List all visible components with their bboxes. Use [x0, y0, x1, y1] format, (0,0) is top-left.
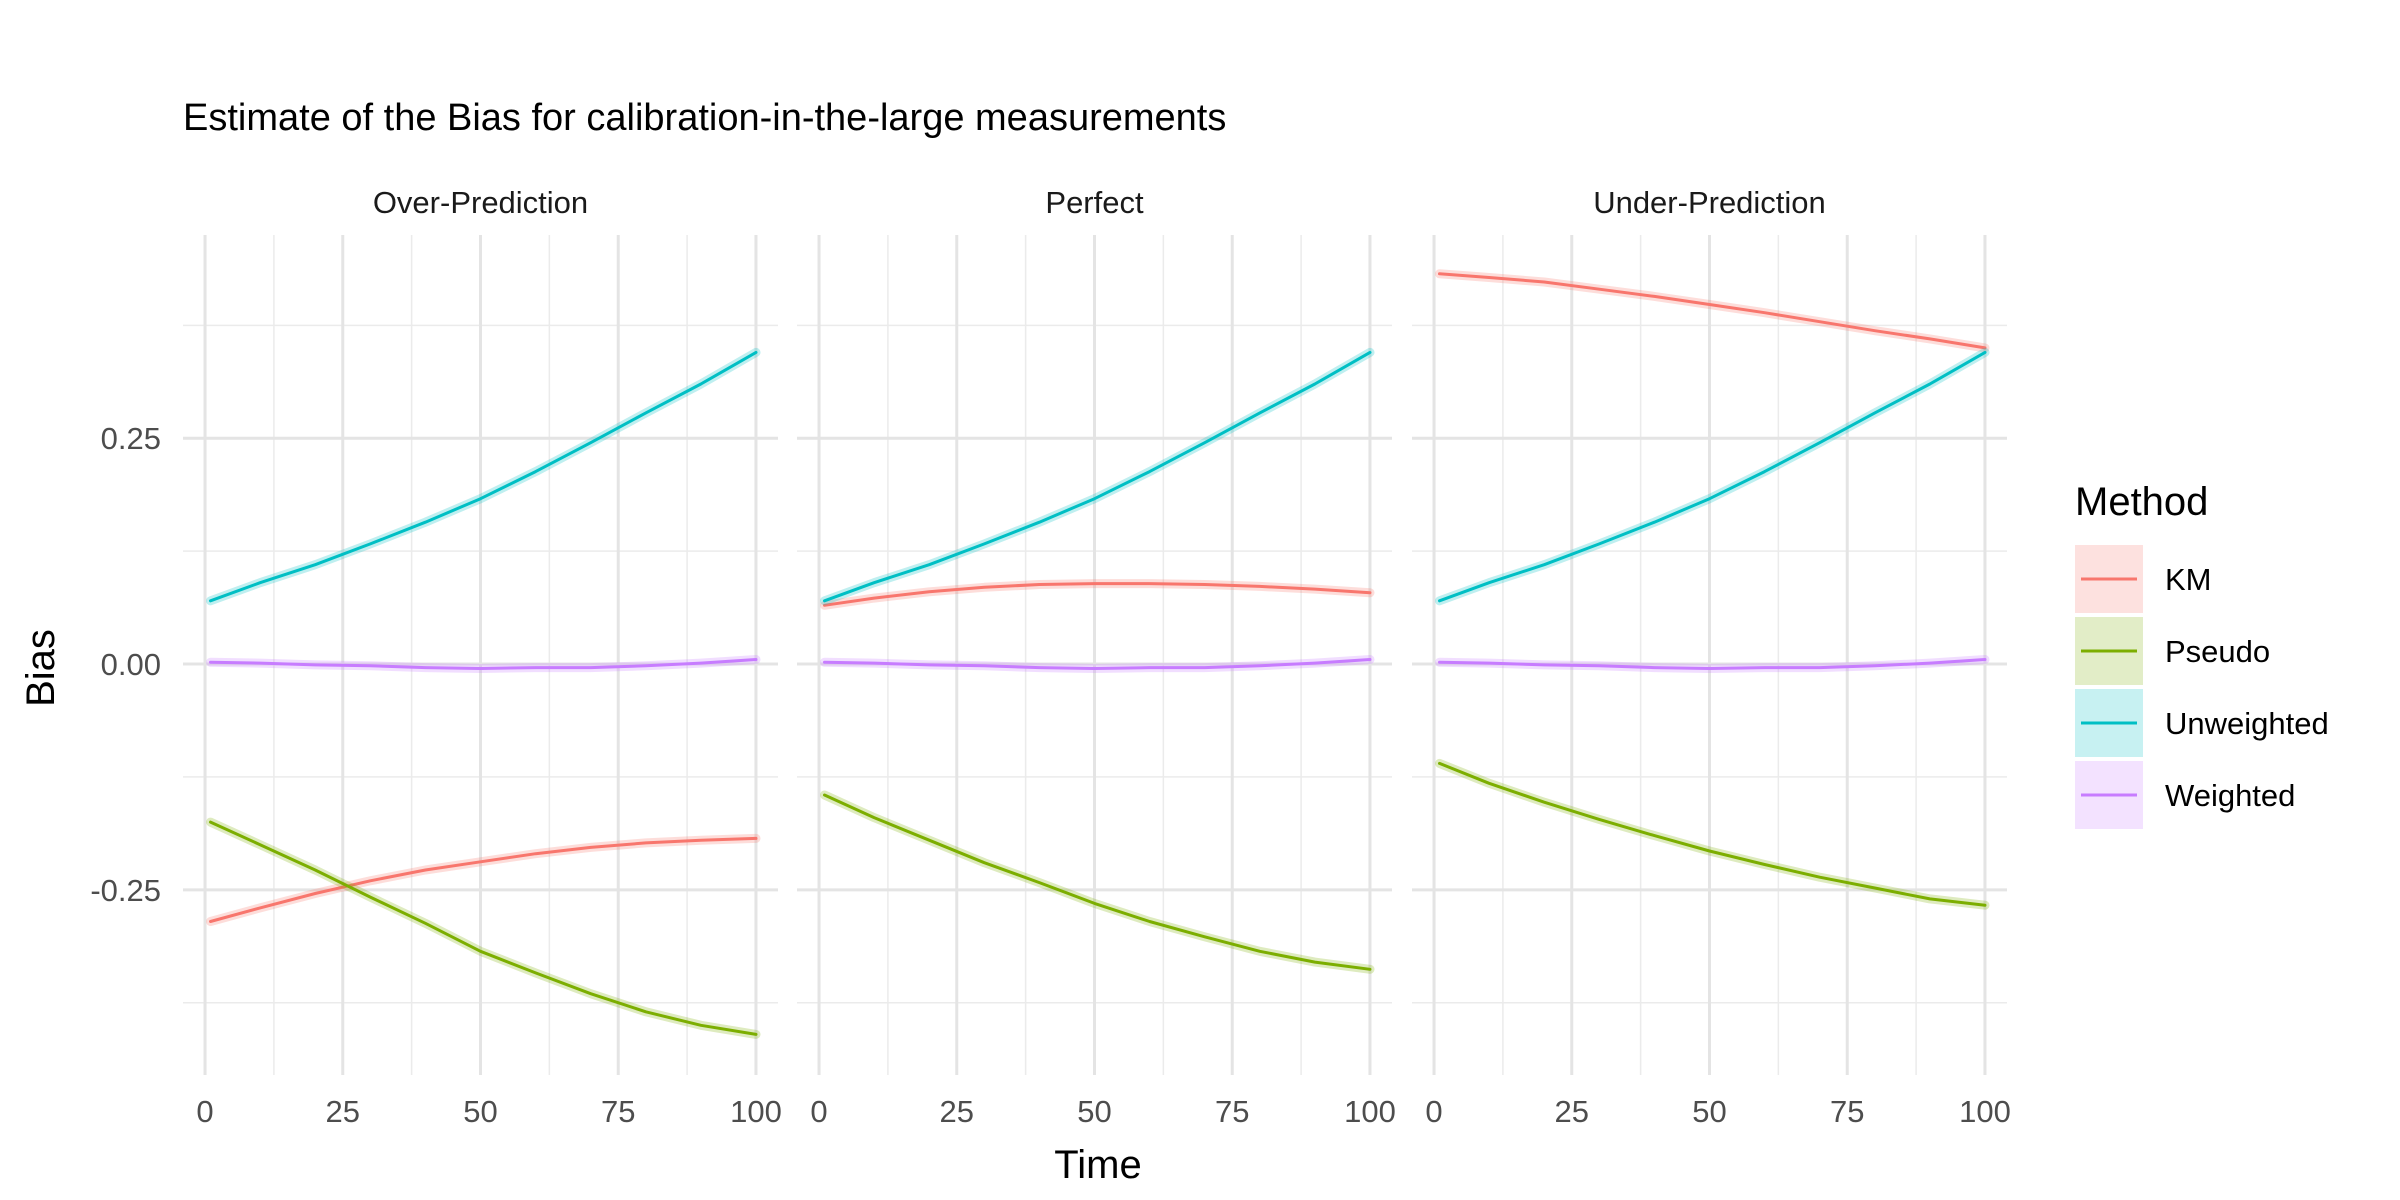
x-tick-label: 100 — [1344, 1094, 1396, 1129]
legend-title: Method — [2075, 480, 2208, 524]
x-tick-label: 50 — [1692, 1094, 1726, 1129]
legend-label-km: KM — [2165, 562, 2212, 597]
series-line-pseudo — [1438, 761, 1987, 907]
series-line-weighted — [823, 658, 1372, 670]
facet-label-over-prediction: Over-Prediction — [373, 185, 588, 220]
legend: Method KM Pseudo Unweighted Weighted — [2075, 480, 2329, 829]
x-tick-label: 0 — [810, 1094, 827, 1129]
series-line-unweighted — [823, 350, 1372, 603]
series-band-unweighted — [206, 347, 761, 606]
series-line-unweighted — [1438, 350, 1987, 603]
y-tick-label: -0.25 — [90, 873, 161, 908]
panel-perfect: Perfect 0 25 50 75 100 — [797, 185, 1396, 1129]
legend-item-unweighted: Unweighted — [2075, 689, 2329, 757]
legend-key-unweighted — [2075, 689, 2143, 757]
series-line-weighted — [209, 658, 758, 670]
y-axis: -0.25 0.00 0.25 — [90, 421, 161, 908]
series-line-km — [209, 836, 758, 923]
legend-key-weighted — [2075, 761, 2143, 829]
x-tick-label: 50 — [463, 1094, 497, 1129]
y-axis-title: Bias — [19, 629, 63, 707]
series-line-unweighted — [209, 350, 758, 603]
facet-label-perfect: Perfect — [1045, 185, 1144, 220]
legend-item-pseudo: Pseudo — [2075, 617, 2270, 685]
legend-item-km: KM — [2075, 545, 2212, 613]
series-band-pseudo — [1435, 758, 1990, 910]
series-line-weighted — [1438, 658, 1987, 670]
series-line-km — [1438, 272, 1987, 350]
panel-over-prediction: Over-Prediction 0 25 50 75 100 — [183, 185, 782, 1129]
legend-label-unweighted: Unweighted — [2165, 706, 2329, 741]
series-band-unweighted — [1435, 347, 1990, 606]
x-tick-label: 100 — [1959, 1094, 2011, 1129]
series-band-km — [1435, 269, 1990, 353]
series-line-pseudo — [209, 820, 758, 1036]
x-tick-label: 75 — [601, 1094, 635, 1129]
series-band-pseudo — [820, 790, 1375, 974]
x-tick-label: 0 — [196, 1094, 213, 1129]
x-axis-title: Time — [1054, 1143, 1141, 1187]
x-tick-label: 100 — [730, 1094, 782, 1129]
legend-item-weighted: Weighted — [2075, 761, 2295, 829]
legend-key-pseudo — [2075, 617, 2143, 685]
panels: Over-Prediction 0 25 50 75 100 Perfect 0 25 50 75 1… — [90, 185, 2011, 1129]
series-line-km — [823, 582, 1372, 607]
x-tick-label: 25 — [326, 1094, 360, 1129]
series-line-pseudo — [823, 793, 1372, 971]
series-band-km — [206, 833, 761, 926]
y-tick-label: 0.00 — [101, 647, 161, 682]
x-tick-label: 50 — [1077, 1094, 1111, 1129]
facet-label-under-prediction: Under-Prediction — [1593, 185, 1826, 220]
panel-under-prediction: Under-Prediction 0 25 50 75 100 — [1412, 185, 2011, 1129]
legend-key-km — [2075, 545, 2143, 613]
x-tick-label: 0 — [1425, 1094, 1442, 1129]
x-tick-label: 75 — [1830, 1094, 1864, 1129]
legend-label-pseudo: Pseudo — [2165, 634, 2270, 669]
legend-label-weighted: Weighted — [2165, 778, 2295, 813]
y-tick-label: 0.25 — [101, 421, 161, 456]
x-tick-label: 75 — [1215, 1094, 1249, 1129]
series-band-unweighted — [820, 347, 1375, 606]
x-tick-label: 25 — [1555, 1094, 1589, 1129]
chart-title: Estimate of the Bias for calibration-in-… — [183, 97, 1226, 139]
x-tick-label: 25 — [940, 1094, 974, 1129]
